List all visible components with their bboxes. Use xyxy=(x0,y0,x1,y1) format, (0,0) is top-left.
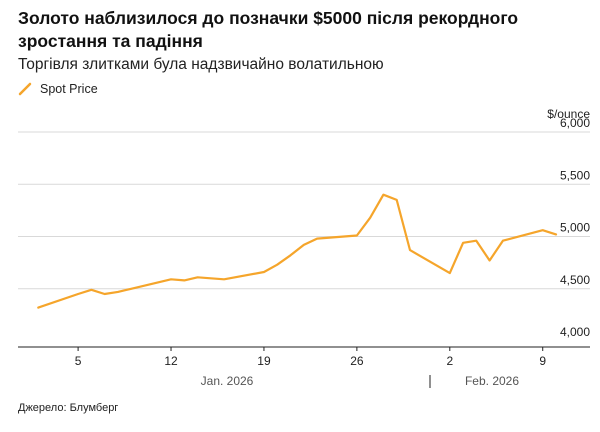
line-icon xyxy=(18,82,32,96)
legend-label: Spot Price xyxy=(40,82,98,96)
y-tick-label: 4,500 xyxy=(560,273,590,287)
series-layer xyxy=(37,193,558,309)
x-tick-label: 2 xyxy=(446,354,453,368)
y-tick-label: 5,500 xyxy=(560,168,590,182)
source-note: Джерело: Блумберг xyxy=(18,402,119,414)
y-tick-label: 4,000 xyxy=(560,325,590,339)
x-tick-label: 26 xyxy=(350,354,364,368)
y-axis-unit: $/ounce xyxy=(547,107,590,121)
gridlines xyxy=(18,131,590,290)
month-label: Feb. 2026 xyxy=(465,374,519,388)
series-line-spot-price xyxy=(37,193,558,309)
x-tick-label: 12 xyxy=(164,354,178,368)
y-tick-label: 5,000 xyxy=(560,221,590,235)
month-label: Jan. 2026 xyxy=(201,374,254,388)
y-axis-ticks: 4,000 4,500 5,000 5,500 6,000 xyxy=(560,116,590,339)
month-labels: Jan. 2026 Feb. 2026 xyxy=(201,374,519,388)
chart-title: Золото наблизилося до позначки $5000 піс… xyxy=(18,8,519,51)
x-tick-label: 9 xyxy=(539,354,546,368)
y-tick-label: 6,000 xyxy=(560,116,590,130)
x-tick-label: 5 xyxy=(75,354,82,368)
legend: Spot Price xyxy=(18,80,98,98)
x-axis: 5 12 19 26 2 9 xyxy=(18,346,590,368)
x-tick-label: 19 xyxy=(257,354,271,368)
chart-subtitle: Торгівля злитками була надзвичайно волат… xyxy=(18,56,384,73)
line-chart: 4,000 4,500 5,000 5,500 6,000 $/ounce 5 12 19 2… xyxy=(18,107,590,388)
